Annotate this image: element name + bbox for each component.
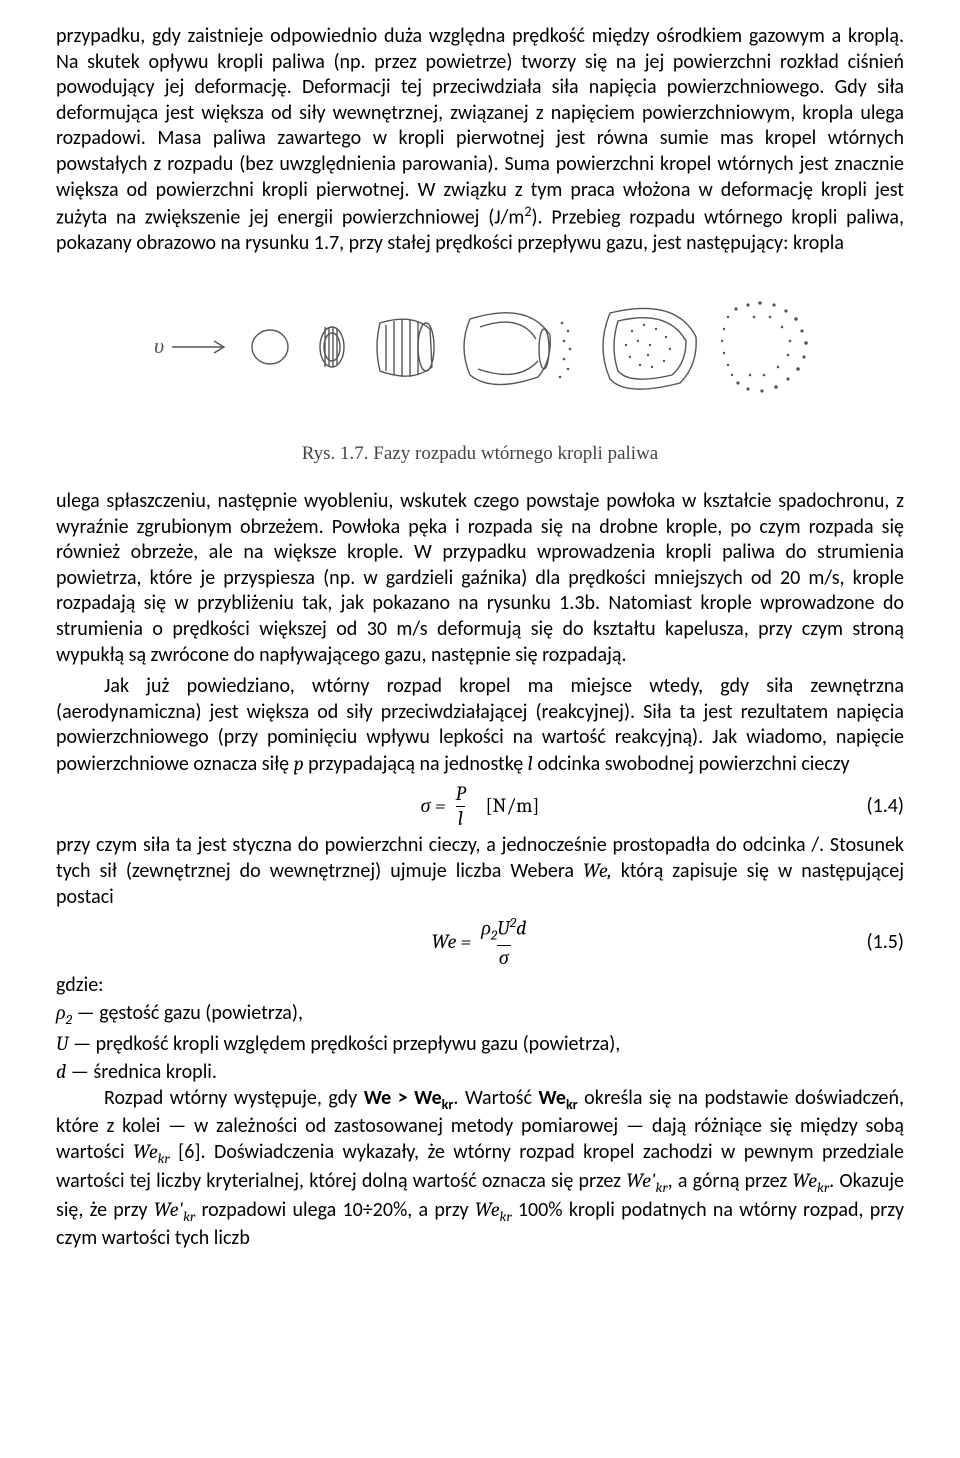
- eq2-num-U: U: [497, 917, 509, 940]
- p5-i1: Wekr: [133, 1140, 170, 1163]
- p5-comma: , a górną przez: [668, 1169, 793, 1193]
- eq2-lhs: We =: [432, 930, 472, 954]
- def-U-sym: U: [56, 1032, 68, 1055]
- p3-b: przypadającą na jednostkę: [304, 752, 528, 776]
- eq1-num: P: [453, 784, 467, 806]
- def-rho-sym: ρ2: [56, 1001, 72, 1024]
- def-d-text: — średnica kropli.: [66, 1060, 217, 1084]
- def-rho-text: — gęstość gazu (powietrza),: [72, 1001, 303, 1025]
- equation-1-5: We = ρ2U2d σ (1.5): [56, 916, 904, 968]
- paragraph-1: przypadku, gdy zaistnieje odpowiednio du…: [56, 24, 904, 257]
- p5-i3: Wekr: [792, 1169, 829, 1192]
- p3-sym-p: p: [294, 752, 304, 775]
- paragraph-5: Rozpad wtórny występuje, gdy We > Wekr. …: [56, 1086, 904, 1252]
- equation-1-4: σ = P l [N/m] (1.4): [56, 784, 904, 829]
- paragraph-4: przy czym siła ta jest styczna do powier…: [56, 833, 904, 911]
- p4-we: We,: [583, 859, 612, 882]
- p5-b1: We > Wekr: [364, 1086, 454, 1110]
- p5-a: Rozpad wtórny występuje, gdy: [104, 1086, 364, 1110]
- eq1-lhs: σ =: [421, 794, 446, 818]
- p5-b2: Wekr: [538, 1086, 577, 1110]
- eq1-unit: [N/m]: [486, 794, 540, 818]
- paragraph-3: Jak już powiedziano, wtórny rozpad krope…: [56, 674, 904, 777]
- eq2-num-d: d: [516, 917, 526, 940]
- p5-mid1: Wartość: [458, 1086, 538, 1110]
- eq2-num-rho: ρ: [481, 917, 491, 940]
- eq1-fraction: P l: [453, 784, 467, 829]
- figure-1-7: υ: [56, 283, 904, 465]
- paragraph-2: ulega spłaszczeniu, następnie wyobleniu,…: [56, 489, 904, 668]
- def-U: U — prędkość kropli względem prędkości p…: [56, 1030, 904, 1058]
- eq2-num: ρ2U2d: [479, 916, 528, 945]
- def-U-text: — prędkość kropli względem prędkości prz…: [68, 1032, 620, 1056]
- p3-c: odcinka swobodnej powierzchni cieczy: [533, 752, 850, 776]
- eq1-den: l: [456, 806, 465, 829]
- def-d-sym: d: [56, 1060, 66, 1083]
- eq2-den: σ: [497, 945, 511, 968]
- droplet-phases-illustration: υ: [120, 283, 840, 433]
- p5-part4: rozpadowi ulega 10÷20%, a przy: [195, 1198, 475, 1222]
- p5-i4: We'kr: [154, 1198, 195, 1221]
- p5-i5: Wekr: [475, 1198, 512, 1221]
- def-d: d — średnica kropli.: [56, 1058, 904, 1086]
- figure-caption: Rys. 1.7. Fazy rozpadu wtórnego kropli p…: [302, 443, 658, 465]
- eq1-label: (1.4): [867, 794, 904, 818]
- p1-text-a: przypadku, gdy zaistnieje odpowiednio du…: [56, 24, 904, 230]
- eq2-label: (1.5): [867, 930, 904, 954]
- p5-i2: We'kr: [626, 1169, 667, 1192]
- page: przypadku, gdy zaistnieje odpowiednio du…: [0, 0, 960, 1298]
- eq2-fraction: ρ2U2d σ: [479, 916, 528, 968]
- definitions: gdzie: ρ2 — gęstość gazu (powietrza), U …: [56, 972, 904, 1086]
- where-label: gdzie:: [56, 972, 904, 999]
- svg-text:υ: υ: [154, 333, 164, 358]
- def-rho: ρ2 — gęstość gazu (powietrza),: [56, 999, 904, 1030]
